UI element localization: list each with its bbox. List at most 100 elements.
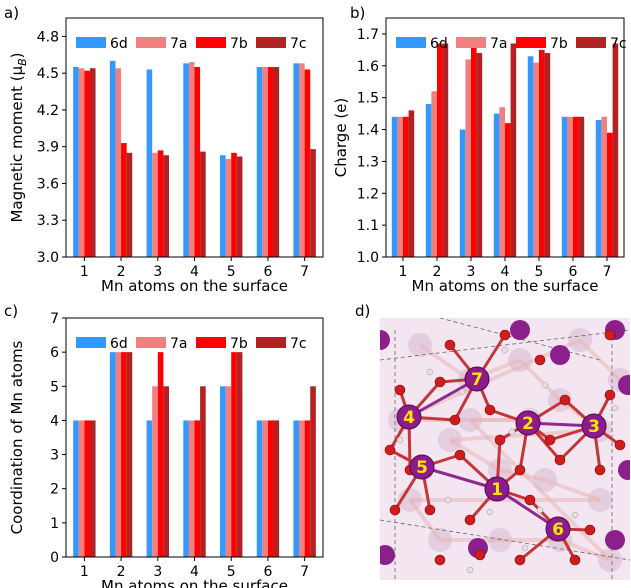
bar-6d-5 [527, 56, 534, 257]
bar-6d-6 [256, 67, 263, 257]
legend-label-7b: 7b [230, 336, 248, 352]
oxygen-atom [554, 454, 566, 466]
y-axis-label: Charge (e) [332, 98, 350, 178]
bar-7a-7 [299, 63, 305, 257]
bar-7c-6 [273, 67, 280, 257]
mn-atom [380, 330, 390, 350]
oxygen-atom [394, 384, 406, 396]
bar-6d-3 [459, 129, 466, 257]
x-tick-label: 2 [117, 264, 126, 280]
bar-7c-3 [163, 386, 169, 557]
legend: 6d 7a 7b 7c [396, 36, 627, 52]
bar-7c-7 [310, 386, 316, 557]
legend-label-7c: 7c [290, 336, 307, 352]
x-tick-label: 6 [569, 264, 578, 280]
legend-label-7b: 7b [230, 36, 248, 52]
y-tick-label: 1.4 [357, 123, 379, 139]
y-tick-label: 3 [50, 448, 59, 464]
bar-7c-3 [163, 155, 169, 257]
y-tick-label: 1.2 [357, 186, 379, 202]
background-bond [544, 478, 601, 502]
oxygen-atom [524, 494, 536, 506]
mn-atom-2 [515, 410, 541, 436]
hydrogen-atom [486, 508, 494, 516]
bars [73, 352, 316, 557]
background-bond [518, 358, 562, 402]
bar-7c-7 [310, 149, 316, 257]
legend-label-7a: 7a [170, 36, 188, 52]
background-bond [559, 538, 611, 562]
legend-label-6d: 6d [110, 336, 128, 352]
y-tick-label: 1 [50, 516, 59, 532]
mn-atom-6 [545, 516, 571, 542]
bar-7c-5 [236, 352, 243, 557]
bar-7c-1 [89, 68, 96, 257]
oxygen-atom [494, 434, 506, 446]
bar-7b-3 [157, 150, 164, 257]
cell-edge [380, 519, 630, 561]
mn-atom-label-1: 1 [491, 480, 503, 500]
bar-7a-4 [188, 62, 195, 257]
mn-atom-1 [484, 476, 510, 502]
y-tick-label: 3.0 [37, 250, 59, 266]
mn-atom [380, 545, 395, 565]
oxygen-atom [499, 329, 511, 341]
y-tick-label: 7 [50, 311, 59, 327]
bar-7b-4 [505, 123, 511, 257]
x-tick-label: 5 [227, 564, 236, 580]
oxygen-atom [604, 389, 616, 401]
legend-swatch-7a [136, 337, 166, 348]
legend-label-7a: 7a [490, 36, 508, 52]
bar-6d-6 [561, 116, 568, 257]
bar-7a-7 [299, 420, 305, 557]
y-tick-label: 4.5 [37, 66, 59, 82]
bar-7b-1 [84, 420, 90, 557]
legend-swatch-7b [516, 37, 546, 48]
oxygen-atom [604, 329, 616, 341]
bar-6d-4 [183, 63, 189, 257]
bar-7c-1 [408, 110, 415, 257]
oxygen-atom [594, 464, 606, 476]
bar-7c-3 [476, 53, 483, 257]
hydrogen-atom [466, 566, 474, 574]
hydrogen-atom [501, 346, 509, 354]
legend-swatch-7a [456, 37, 486, 48]
x-tick-label: 4 [190, 564, 199, 580]
background-bond [448, 438, 502, 472]
x-tick-label: 1 [80, 564, 89, 580]
y-tick-label: 6 [50, 345, 59, 361]
oxygen-atom [514, 554, 526, 566]
mn-atom-label-2: 2 [522, 414, 534, 434]
x-tick-label: 4 [190, 264, 199, 280]
y-tick-label: 0 [50, 550, 59, 566]
legend-swatch-7b [196, 37, 226, 48]
chart-panel-c: 0 1 2 3 4 5 6 7 1 2 3 4 5 6 7 Mn atoms on the surface Co… [4, 302, 324, 588]
hydrogen-atom [536, 506, 544, 514]
y-axis-label-part: ) [8, 52, 26, 58]
hydrogen-atom [541, 381, 549, 389]
x-tick-label: 7 [603, 264, 612, 280]
oxygen-atom [614, 439, 626, 451]
legend: 6d 7a 7b 7c [76, 36, 307, 52]
oxygen-atom [484, 404, 496, 416]
oxygen-atom [389, 504, 401, 516]
bar-7b-6 [267, 67, 274, 257]
bar-7b-4 [194, 67, 201, 257]
bar-7a-6 [262, 420, 268, 557]
panel-label: c) [4, 302, 18, 320]
bar-7c-6 [273, 420, 280, 557]
y-axis-label-sub: B [16, 58, 29, 66]
oxygen-atom [569, 554, 581, 566]
bar-7a-2 [115, 68, 122, 257]
oxygen-atom [544, 434, 556, 446]
bar-7a-2 [431, 91, 437, 257]
legend-swatch-7c [256, 37, 286, 48]
bar-7b-3 [157, 352, 164, 557]
y-tick-label: 1.7 [357, 27, 379, 43]
oxygen-atom [434, 376, 446, 388]
bar-7c-2 [126, 352, 133, 557]
bar-7a-5 [533, 62, 539, 257]
chart-panel-a: 3.0 3.3 3.6 3.9 4.2 4.5 4.8 1 2 3 4 5 6 7 Mn atoms on … [4, 4, 324, 295]
oxygen-atom [559, 394, 571, 406]
